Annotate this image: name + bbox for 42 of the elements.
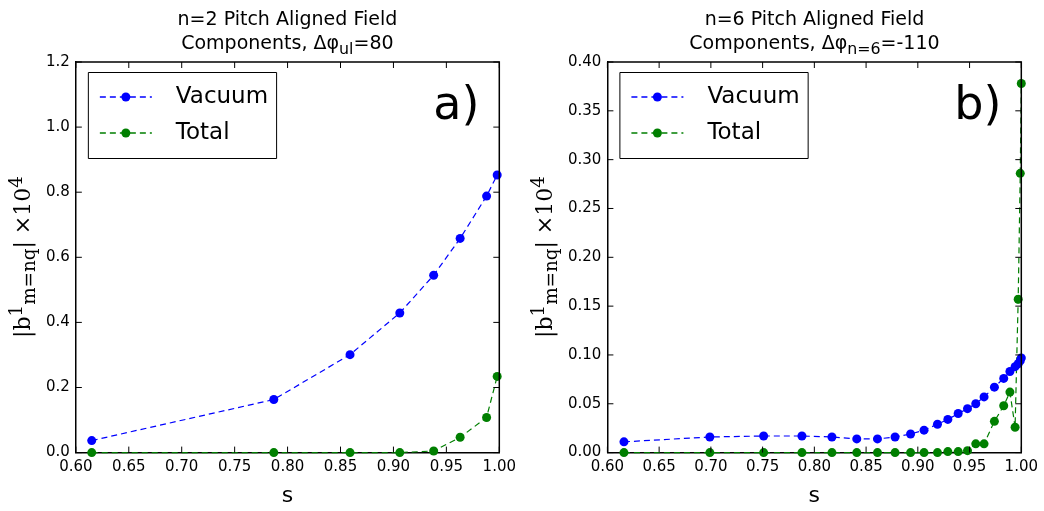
y-tick-label: 0.4	[46, 312, 70, 331]
x-tick-label: 0.60	[590, 457, 625, 476]
y-tick-label: 0.40	[567, 51, 602, 70]
x-tick-label: 0.65	[112, 457, 146, 476]
x-tick-label: 1.00	[1004, 457, 1038, 476]
y-tick-label: 0.6	[46, 247, 70, 266]
legend-label: Total	[174, 117, 230, 144]
x-tick-label: 0.75	[217, 457, 252, 476]
y-tick-label: 0.10	[567, 344, 602, 363]
x-tick-label: 0.70	[694, 457, 728, 476]
x-tick-label: 0.95	[429, 457, 464, 476]
legend-label: Vacuum	[175, 81, 269, 108]
x-tick-label: 0.65	[642, 457, 676, 476]
y-tick-label: 0.20	[567, 247, 602, 266]
y-tick-label: 0.2	[46, 377, 70, 396]
y-tick-label: 0.8	[46, 182, 70, 201]
x-tick-label: 0.85	[323, 457, 358, 476]
legend-label: Vacuum	[707, 81, 800, 108]
y-tick-label: 1.0	[46, 116, 70, 135]
x-tick-label: 0.75	[745, 457, 780, 476]
legend-label: Total	[706, 117, 762, 144]
x-axis-title: s	[281, 481, 294, 507]
x-tick-label: 0.85	[849, 457, 883, 476]
x-tick-label: 0.90	[376, 457, 411, 476]
annotation: a)	[433, 76, 480, 130]
chart-title: n=2 Pitch Aligned Field Components, Δφ$_{ul}$=80	[177, 6, 398, 60]
x-tick-label: 0.70	[165, 457, 199, 476]
y-tick-label: 0.30	[567, 149, 602, 168]
x-tick-label: 0.95	[952, 457, 987, 476]
y-tick-label: 0.05	[567, 393, 602, 412]
x-tick-label: 0.60	[59, 457, 93, 476]
y-tick-label: 0.35	[567, 100, 602, 119]
x-tick-label: 1.00	[482, 457, 516, 476]
chart-title: n=6 Pitch Aligned Field Components, Δφ$_{n=6}$=-110	[689, 6, 940, 60]
y-tick-label: 0.25	[567, 198, 602, 217]
y-tick-label: 0.15	[567, 296, 602, 315]
y-tick-label: 1.2	[46, 51, 70, 70]
x-axis-title: s	[808, 481, 821, 507]
annotation: b)	[954, 76, 1002, 130]
x-tick-label: 0.90	[901, 457, 935, 476]
x-tick-label: 0.80	[270, 457, 305, 476]
x-tick-label: 0.80	[797, 457, 832, 476]
